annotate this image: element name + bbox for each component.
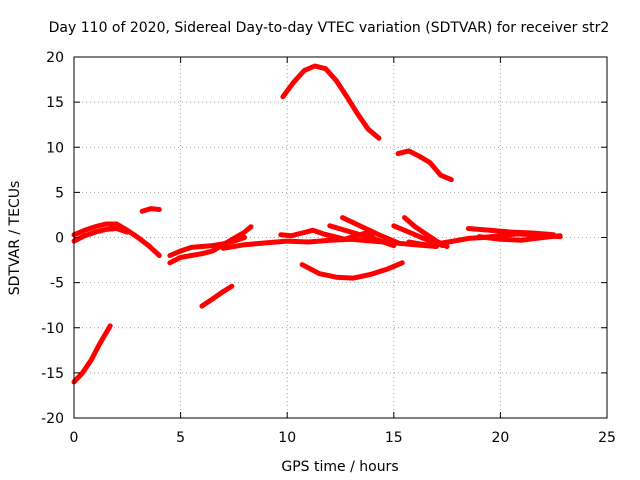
x-tick-label: 15	[385, 430, 403, 446]
y-axis-label: SDTVAR / TECUs	[7, 181, 23, 296]
series-arc-1	[71, 323, 113, 385]
series-arc-4	[139, 206, 162, 214]
series-arc-2	[71, 221, 162, 258]
axes: 0 5 10 15 20 25 -20 -15 -10 -5 0 5 10 15 20	[41, 50, 616, 446]
series-arc-6	[167, 224, 254, 266]
y-tick-label: -20	[41, 411, 64, 427]
y-tick-label: -15	[41, 366, 64, 382]
y-tick-label: 15	[46, 95, 64, 111]
series-arc-9	[199, 283, 235, 309]
y-tick-label: 5	[55, 185, 64, 201]
y-tick-label: 0	[55, 231, 64, 247]
y-tick-label: -10	[41, 321, 64, 337]
series-arc-19	[402, 215, 450, 249]
y-tick-label: -5	[50, 276, 64, 292]
x-axis-label: GPS time / hours	[281, 459, 398, 475]
series-arc-14	[340, 215, 401, 246]
x-tick-label: 20	[491, 430, 509, 446]
series-arc-7	[220, 236, 439, 251]
y-tick-label: 10	[46, 140, 64, 156]
y-tick-label: 20	[46, 50, 64, 66]
series-arc-18	[476, 233, 563, 243]
series-arc-17	[465, 226, 557, 238]
series-arc-12	[395, 148, 454, 183]
series-arc-3	[71, 226, 130, 244]
x-tick-label: 25	[598, 430, 616, 446]
chart-title: Day 110 of 2020, Sidereal Day-to-day VTE…	[49, 20, 610, 36]
series-arc-10	[280, 63, 382, 141]
series-arc-13	[327, 223, 397, 249]
x-tick-label: 10	[278, 430, 296, 446]
x-tick-label: 0	[70, 430, 79, 446]
series-arc-11	[299, 260, 405, 281]
grid	[74, 57, 607, 418]
x-tick-label: 5	[176, 430, 185, 446]
series-group	[71, 63, 563, 385]
